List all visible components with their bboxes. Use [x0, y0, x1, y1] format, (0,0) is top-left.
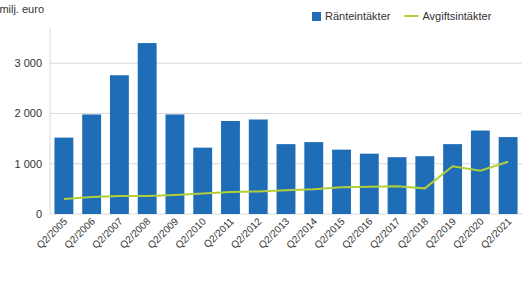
x-tick-label: Q2/2021 [479, 215, 514, 250]
bar [332, 150, 351, 214]
y-axis-title: milj. euro [0, 3, 44, 15]
bar [415, 156, 434, 214]
bar [471, 131, 490, 214]
bar [166, 114, 185, 214]
legend-swatch [312, 12, 321, 21]
plot-area [54, 43, 517, 214]
bar [138, 43, 157, 214]
bar [110, 75, 129, 214]
bar [221, 121, 240, 214]
y-axis-line [50, 28, 51, 214]
chart-svg: milj. euro01 0002 0003 000Q2/2005Q2/2006… [0, 0, 529, 302]
y-tick-label: 3 000 [14, 57, 42, 69]
bar [360, 154, 379, 214]
line [64, 162, 508, 199]
bar [82, 114, 101, 214]
grid-line [50, 63, 522, 64]
legend-label: Ränteintäkter [325, 10, 391, 22]
chart-root: milj. euro01 0002 0003 000Q2/2005Q2/2006… [0, 0, 529, 302]
bar [499, 137, 518, 214]
legend: Ränteintäkter Avgiftsintäkter [312, 10, 492, 22]
bar [443, 144, 462, 214]
bar [304, 142, 323, 214]
y-tick-label: 2 000 [14, 107, 42, 119]
legend-label: Avgiftsintäkter [422, 10, 491, 22]
bar [54, 138, 73, 214]
y-tick-label: 1 000 [14, 158, 42, 170]
y-tick-label: 0 [36, 208, 42, 220]
bar [277, 144, 296, 214]
legend-swatch [404, 15, 418, 17]
bar [249, 119, 268, 214]
bar [193, 148, 212, 214]
